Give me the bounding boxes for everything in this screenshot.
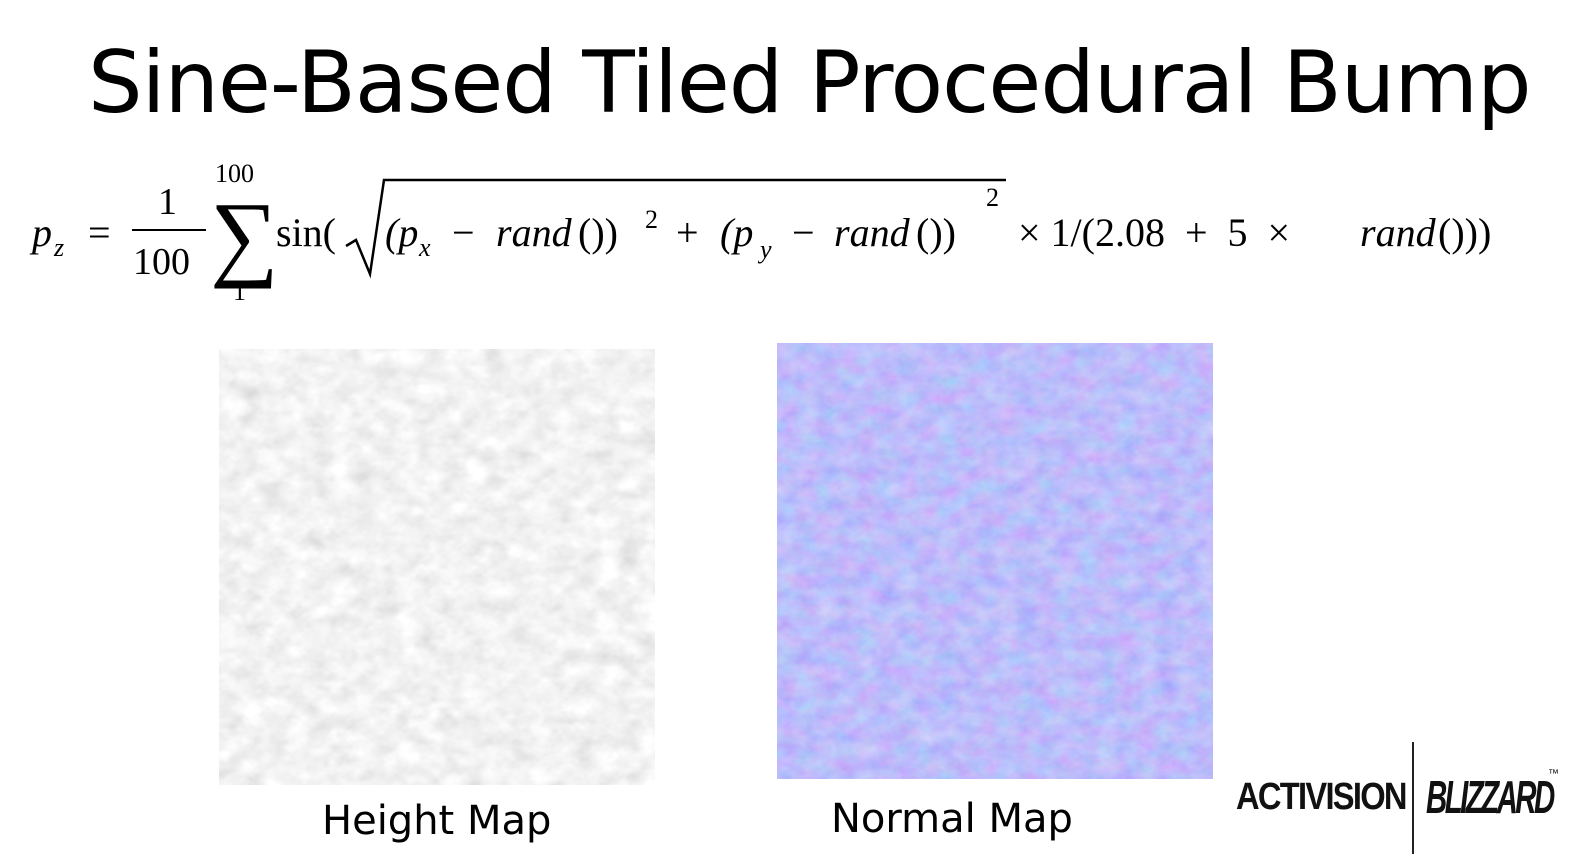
- formula-minus-2: −: [792, 210, 815, 255]
- formula-rand-2-parens: ()): [916, 210, 956, 255]
- height-map-caption: Height Map: [322, 798, 552, 844]
- formula-square-1: 2: [645, 205, 658, 234]
- formula-px: (p: [385, 210, 418, 255]
- normal-map-image: [777, 343, 1213, 779]
- formula: p z = 1 100 100 ∑ 1 sin( (p x − rand ())…: [0, 150, 1584, 320]
- formula-lhs: p: [29, 210, 52, 255]
- formula-sum-symbol: ∑: [210, 182, 278, 289]
- formula-rand-1: rand: [496, 210, 573, 255]
- activision-logo: ACTIVISION: [1236, 776, 1408, 818]
- formula-sqrt-radical: [345, 178, 1006, 279]
- formula-square-2: 2: [986, 183, 999, 212]
- formula-equals: =: [88, 210, 111, 255]
- blizzard-logo: BLIZZARD: [1426, 771, 1555, 823]
- formula-rand-1-parens: ()): [578, 210, 618, 255]
- slide-title: Sine-Based Tiled Procedural Bump: [88, 33, 1532, 133]
- trademark-symbol: ™: [1548, 768, 1559, 780]
- formula-sum-lower: 1: [233, 277, 246, 306]
- formula-minus-1: −: [452, 210, 475, 255]
- formula-plus-1: +: [676, 210, 699, 255]
- height-map-image: [219, 349, 655, 785]
- formula-py-sub: y: [757, 235, 772, 264]
- formula-tail-2: ())): [1438, 210, 1491, 255]
- formula-rand-3: rand: [1360, 210, 1437, 255]
- formula-frac-num: 1: [158, 181, 177, 223]
- formula-frac-den: 100: [133, 241, 190, 283]
- formula-tail-1: × 1/(2.08 + 5 ×: [1018, 210, 1290, 255]
- normal-map-caption: Normal Map: [831, 796, 1073, 842]
- formula-px-sub: x: [418, 233, 431, 262]
- company-logos: ACTIVISION BLIZZARD ™: [1232, 740, 1562, 858]
- formula-lhs-sub: z: [53, 233, 64, 262]
- formula-rand-2: rand: [834, 210, 911, 255]
- formula-sin: sin(: [276, 210, 336, 255]
- logo-divider: [1412, 742, 1414, 854]
- formula-sum-upper: 100: [215, 159, 254, 188]
- formula-py: (p: [720, 210, 753, 255]
